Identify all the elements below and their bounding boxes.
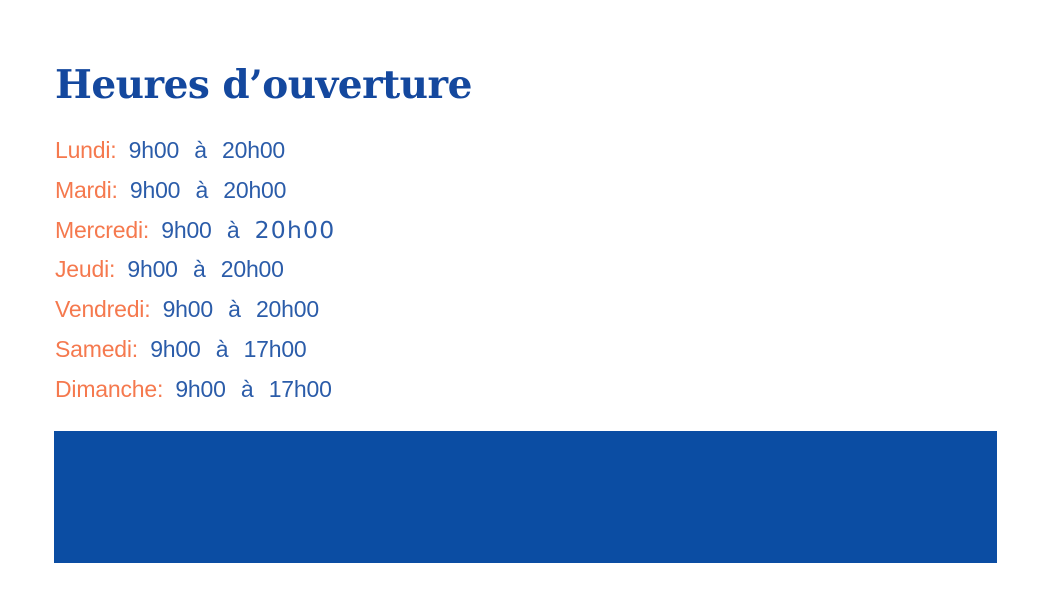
close-time: 20h00 bbox=[222, 137, 286, 163]
hours-row-mercredi: Mercredi: 9h00 à 20h00 bbox=[55, 211, 335, 251]
close-time: 20h00 bbox=[223, 176, 287, 203]
time-separator: à bbox=[226, 216, 240, 243]
time-separator: à bbox=[192, 256, 206, 283]
close-time: 20h00 bbox=[254, 215, 336, 244]
open-time: 9h00 bbox=[127, 256, 178, 283]
open-time: 9h00 bbox=[175, 375, 226, 402]
time-separator: à bbox=[194, 137, 207, 163]
time-separator: à bbox=[240, 375, 254, 402]
day-label: Mercredi: bbox=[55, 216, 150, 243]
open-time: 9h00 bbox=[161, 216, 212, 243]
hours-row-lundi: Lundi: 9h00 à 20h00 bbox=[55, 131, 335, 171]
day-label: Jeudi: bbox=[55, 256, 116, 283]
close-time: 17h00 bbox=[243, 335, 307, 362]
day-label: Mardi: bbox=[55, 176, 118, 203]
day-label: Vendredi: bbox=[55, 296, 151, 323]
hours-row-dimanche: Dimanche: 9h00 à 17h00 bbox=[55, 370, 335, 410]
hours-list: Lundi: 9h00 à 20h00 Mardi: 9h00 à 20h00 … bbox=[55, 131, 335, 410]
hours-row-samedi: Samedi: 9h00 à 17h00 bbox=[55, 330, 335, 370]
day-label: Dimanche: bbox=[55, 375, 164, 402]
time-separator: à bbox=[228, 296, 241, 323]
day-label: Samedi: bbox=[55, 335, 138, 362]
time-separator: à bbox=[195, 176, 209, 203]
hours-row-mardi: Mardi: 9h00 à 20h00 bbox=[55, 171, 335, 211]
open-time: 9h00 bbox=[128, 137, 180, 163]
close-time: 17h00 bbox=[268, 375, 332, 402]
blue-banner bbox=[54, 431, 997, 563]
open-time: 9h00 bbox=[150, 335, 201, 362]
close-time: 20h00 bbox=[255, 296, 319, 323]
hours-row-jeudi: Jeudi: 9h00 à 20h00 bbox=[55, 250, 335, 290]
day-label: Lundi: bbox=[55, 137, 117, 163]
close-time: 20h00 bbox=[220, 256, 284, 283]
time-separator: à bbox=[215, 335, 229, 362]
open-time: 9h00 bbox=[162, 296, 214, 323]
open-time: 9h00 bbox=[129, 176, 181, 203]
hours-row-vendredi: Vendredi: 9h00 à 20h00 bbox=[55, 290, 335, 330]
page-title: Heures d’ouverture bbox=[55, 62, 472, 108]
